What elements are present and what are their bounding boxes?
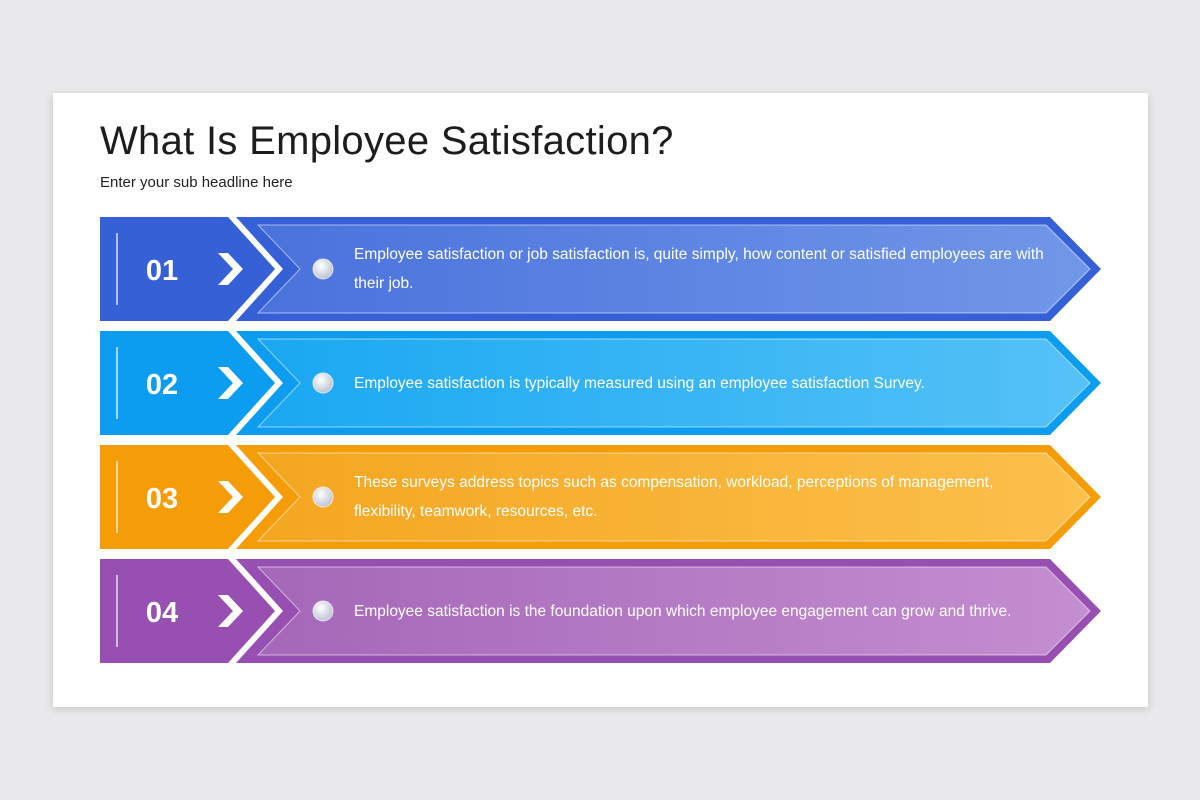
- chevron-icon: [218, 253, 243, 285]
- number-block: [100, 559, 275, 663]
- item-number: 03: [146, 483, 178, 515]
- bullet: [312, 486, 334, 508]
- item-number: 01: [146, 255, 178, 287]
- arrow-inner: [256, 338, 1091, 428]
- bullet: [312, 600, 334, 622]
- chevron-icon: [218, 367, 243, 399]
- item-text: Employee satisfaction is the foundation …: [354, 602, 1012, 620]
- item-text: Employee satisfaction is typically measu…: [354, 374, 925, 392]
- item-text: These surveys address topics such as com…: [354, 474, 994, 520]
- chevron-icon: [218, 481, 243, 513]
- arrow-inner: [256, 224, 1091, 314]
- arrow-inner: [256, 566, 1091, 656]
- bullet: [312, 372, 334, 394]
- chevron-icon: [218, 595, 243, 627]
- subtitle: Enter your sub headline here: [100, 174, 293, 191]
- arrow-inner: [256, 452, 1091, 542]
- number-block: [100, 331, 275, 435]
- item-number: 02: [146, 369, 178, 401]
- item-number: 04: [146, 597, 178, 629]
- item-text: Employee satisfaction or job satisfactio…: [354, 246, 1044, 292]
- number-block: [100, 217, 275, 321]
- title: What Is Employee Satisfaction?: [100, 119, 674, 163]
- bullet: [312, 258, 334, 280]
- number-block: [100, 445, 275, 549]
